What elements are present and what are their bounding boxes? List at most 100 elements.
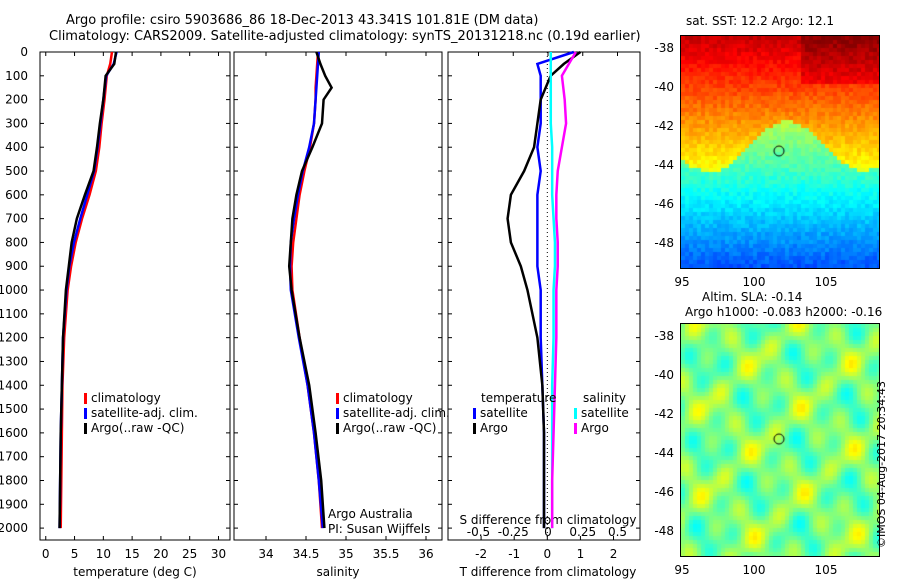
legend-label: Argo bbox=[480, 421, 508, 435]
panel-frame-1 bbox=[234, 52, 442, 540]
map-lat-label: -38 bbox=[654, 41, 674, 55]
depth-tick-label: 800 bbox=[5, 235, 28, 249]
x-tick-label: 35.5 bbox=[373, 547, 400, 561]
credit-text: ©IMOS 04-Aug-2017 20:34:43 bbox=[875, 381, 888, 548]
depth-tick-label: 300 bbox=[5, 116, 28, 130]
series-argo-raw-qc- bbox=[289, 52, 331, 528]
legend-swatch bbox=[574, 408, 577, 419]
legend-swatch bbox=[84, 393, 87, 404]
map-lat-label: -38 bbox=[654, 329, 674, 343]
map-lat-label: -46 bbox=[654, 485, 674, 499]
x2-tick-label: -0.25 bbox=[498, 525, 529, 539]
depth-tick-label: 1700 bbox=[0, 450, 28, 464]
series-s-argo bbox=[552, 52, 576, 528]
legend-label: satellite-adj. clim. bbox=[91, 406, 198, 420]
x-tick-label: 25 bbox=[182, 547, 197, 561]
legend-label: satellite bbox=[581, 406, 629, 420]
map-lat-label: -42 bbox=[654, 407, 674, 421]
depth-tick-label: 1900 bbox=[0, 497, 28, 511]
map-lat-label: -48 bbox=[654, 236, 674, 250]
legend-label: Argo(..raw -QC) bbox=[343, 421, 436, 435]
legend-label: satellite bbox=[480, 406, 528, 420]
depth-tick-label: 500 bbox=[5, 164, 28, 178]
x-tick-label: 2 bbox=[610, 547, 618, 561]
x-axis-label: salinity bbox=[316, 565, 359, 579]
x-tick-label: 20 bbox=[153, 547, 168, 561]
depth-tick-label: 200 bbox=[5, 93, 28, 107]
depth-tick-label: 900 bbox=[5, 259, 28, 273]
sla-map-title1: Altim. SLA: -0.14 bbox=[702, 290, 802, 304]
depth-tick-label: 600 bbox=[5, 188, 28, 202]
depth-tick-label: 1100 bbox=[0, 307, 28, 321]
legend-title: salinity bbox=[583, 391, 626, 405]
x-tick-label: 30 bbox=[211, 547, 226, 561]
map-lon-label: 105 bbox=[815, 563, 838, 577]
sla-map bbox=[680, 323, 880, 557]
map-lon-label: 100 bbox=[743, 563, 766, 577]
sst-map bbox=[680, 35, 880, 269]
depth-tick-label: 1600 bbox=[0, 426, 28, 440]
annotation-text: PI: Susan Wijffels bbox=[328, 522, 430, 536]
x-axis-label: T difference from climatology bbox=[459, 565, 637, 579]
depth-tick-label: 1200 bbox=[0, 331, 28, 345]
depth-tick-label: 0 bbox=[20, 45, 28, 59]
x-tick-label: 1 bbox=[577, 547, 585, 561]
annotation-text: Argo Australia bbox=[328, 507, 413, 521]
legend-swatch bbox=[336, 393, 339, 404]
map-lat-label: -40 bbox=[654, 80, 674, 94]
legend-label: Argo bbox=[581, 421, 609, 435]
legend-swatch bbox=[84, 423, 87, 434]
depth-tick-label: 400 bbox=[5, 140, 28, 154]
legend-label: satellite-adj. clim. bbox=[343, 406, 450, 420]
x-tick-label: -1 bbox=[508, 547, 520, 561]
x-tick-label: 15 bbox=[124, 547, 139, 561]
x2-tick-label: 0.5 bbox=[608, 525, 627, 539]
series-t-argo bbox=[508, 52, 581, 528]
sst-map-title: sat. SST: 12.2 Argo: 12.1 bbox=[686, 14, 834, 28]
map-lon-label: 105 bbox=[815, 275, 838, 289]
legend-swatch bbox=[84, 408, 87, 419]
depth-tick-label: 700 bbox=[5, 212, 28, 226]
x-tick-label: 35 bbox=[338, 547, 353, 561]
legend-swatch bbox=[473, 423, 476, 434]
legend-swatch bbox=[473, 408, 476, 419]
legend-swatch bbox=[574, 423, 577, 434]
map-lon-label: 95 bbox=[674, 563, 689, 577]
panel-frame-0 bbox=[40, 52, 230, 540]
x2-axis-label: S difference from climatology bbox=[460, 513, 637, 527]
argo-profile-figure: Argo profile: csiro 5903686_86 18-Dec-20… bbox=[0, 0, 900, 580]
depth-tick-label: 1300 bbox=[0, 354, 28, 368]
map-lat-label: -44 bbox=[654, 158, 674, 172]
legend-swatch bbox=[336, 423, 339, 434]
depth-tick-label: 2000 bbox=[0, 521, 28, 535]
map-lat-label: -48 bbox=[654, 524, 674, 538]
map-lat-label: -42 bbox=[654, 119, 674, 133]
x-tick-label: -2 bbox=[475, 547, 487, 561]
legend-swatch bbox=[336, 408, 339, 419]
series-climatology bbox=[61, 52, 112, 528]
x2-tick-label: 0.25 bbox=[569, 525, 596, 539]
map-lat-label: -44 bbox=[654, 446, 674, 460]
sla-map-title2: Argo h1000: -0.083 h2000: -0.16 bbox=[685, 305, 882, 319]
depth-tick-label: 1400 bbox=[0, 378, 28, 392]
map-lon-label: 100 bbox=[743, 275, 766, 289]
legend-label: climatology bbox=[343, 391, 413, 405]
legend-label: Argo(..raw -QC) bbox=[91, 421, 184, 435]
map-lat-label: -46 bbox=[654, 197, 674, 211]
legend-label: climatology bbox=[91, 391, 161, 405]
depth-tick-label: 1500 bbox=[0, 402, 28, 416]
x-tick-label: 10 bbox=[96, 547, 111, 561]
depth-tick-label: 1000 bbox=[0, 283, 28, 297]
depth-tick-label: 100 bbox=[5, 69, 28, 83]
x-tick-label: 0 bbox=[543, 547, 551, 561]
depth-tick-label: 1800 bbox=[0, 473, 28, 487]
map-lon-label: 95 bbox=[674, 275, 689, 289]
x-tick-label: 36 bbox=[418, 547, 433, 561]
x-tick-label: 34 bbox=[258, 547, 273, 561]
x-tick-label: 0 bbox=[42, 547, 50, 561]
x-tick-label: 5 bbox=[71, 547, 79, 561]
x2-tick-label: 0 bbox=[544, 525, 552, 539]
x2-tick-label: -0.5 bbox=[467, 525, 490, 539]
map-lat-label: -40 bbox=[654, 368, 674, 382]
x-axis-label: temperature (deg C) bbox=[73, 565, 196, 579]
